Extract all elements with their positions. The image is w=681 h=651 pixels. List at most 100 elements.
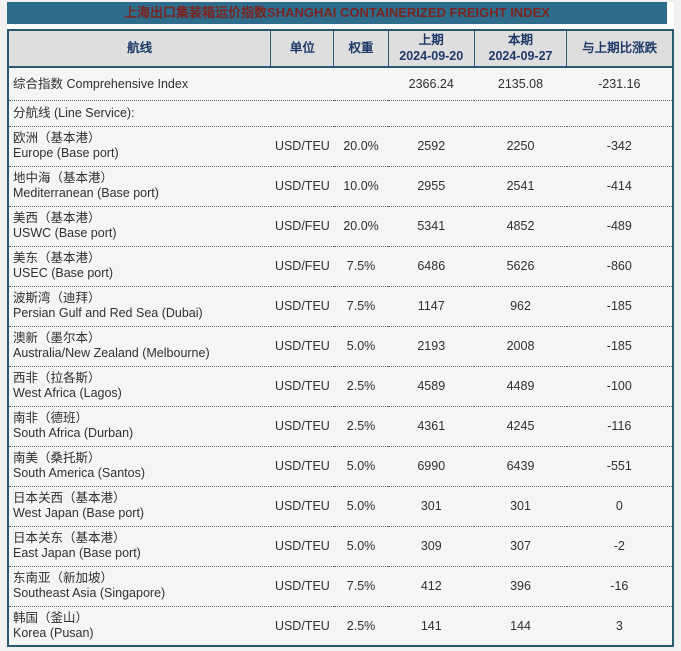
- route-cell: 欧洲（基本港） Europe (Base port): [8, 126, 271, 167]
- change-value-cell: -100: [566, 366, 673, 407]
- prev-value-cell: 5341: [388, 206, 475, 247]
- unit-cell: USD/TEU: [270, 326, 334, 367]
- column-header-current-date: 2024-09-27: [488, 48, 553, 63]
- current-value-cell: 5626: [474, 246, 567, 287]
- table-row: 西非（拉各斯） West Africa (Lagos) USD/TEU 2.5%…: [8, 366, 673, 407]
- route-name-en: USWC (Base port): [13, 226, 117, 241]
- comprehensive-index-label: 综合指数 Comprehensive Index: [8, 67, 271, 101]
- route-name-en: South Africa (Durban): [13, 426, 134, 441]
- change-value-cell: 3: [566, 606, 673, 647]
- current-value-cell: 2250: [474, 126, 567, 167]
- weight-cell: 5.0%: [333, 526, 389, 567]
- prev-value-cell: 2592: [388, 126, 475, 167]
- weight-cell: 20.0%: [333, 126, 389, 167]
- column-header-route-label: 航线: [127, 40, 153, 55]
- current-value-cell: 301: [474, 486, 567, 527]
- change-value-cell: -489: [566, 206, 673, 247]
- change-value-cell: -185: [566, 286, 673, 327]
- route-name-en: Europe (Base port): [13, 146, 119, 161]
- table-row: 美西（基本港） USWC (Base port) USD/FEU 20.0% 5…: [8, 206, 673, 247]
- prev-value-cell: 6990: [388, 446, 475, 487]
- column-header-route: 航线: [8, 30, 272, 69]
- route-name-cn: 日本关东（基本港）: [13, 531, 126, 546]
- route-name-en: South America (Santos): [13, 466, 146, 481]
- route-name-en: Mediterranean (Base port): [13, 186, 159, 201]
- weight-cell: 2.5%: [333, 606, 389, 647]
- change-value-cell: -342: [566, 126, 673, 167]
- prev-value-cell: 6486: [388, 246, 475, 287]
- route-name-en: Persian Gulf and Red Sea (Dubai): [13, 306, 203, 321]
- weight-cell: 5.0%: [333, 446, 389, 487]
- column-header-current-label: 本期: [508, 33, 534, 47]
- prev-value-cell: 141: [388, 606, 475, 647]
- prev-value-cell: 4589: [388, 366, 475, 407]
- route-cell: 西非（拉各斯） West Africa (Lagos): [8, 366, 271, 407]
- line-service-section-row: 分航线 (Line Service):: [8, 100, 673, 127]
- table-row: 澳新（墨尔本） Australia/New Zealand (Melbourne…: [8, 326, 673, 367]
- unit-cell: USD/TEU: [270, 286, 334, 327]
- page-title: 上海出口集装箱运价指数SHANGHAI CONTAINERIZED FREIGH…: [124, 5, 550, 20]
- change-value-cell: 0: [566, 486, 673, 527]
- change-value-cell: -2: [566, 526, 673, 567]
- unit-cell: USD/TEU: [270, 446, 334, 487]
- table-row: 欧洲（基本港） Europe (Base port) USD/TEU 20.0%…: [8, 126, 673, 167]
- column-header-change: 与上期比涨跌: [566, 30, 673, 69]
- change-value-cell: -551: [566, 446, 673, 487]
- column-header-previous: 上期 2024-09-20: [388, 30, 475, 69]
- weight-cell: 10.0%: [333, 166, 389, 207]
- column-header-change-label: 与上期比涨跌: [582, 40, 658, 55]
- unit-cell: USD/TEU: [270, 166, 334, 207]
- current-value-cell: 4852: [474, 206, 567, 247]
- prev-value-cell: 1147: [388, 286, 475, 327]
- route-cell: 澳新（墨尔本） Australia/New Zealand (Melbourne…: [8, 326, 271, 367]
- route-name-en: West Africa (Lagos): [13, 386, 122, 401]
- route-name-en: Korea (Pusan): [13, 626, 94, 640]
- route-cell: 韩国（釜山） Korea (Pusan): [8, 606, 271, 647]
- weight-cell: 7.5%: [333, 286, 389, 327]
- current-value-cell: 396: [474, 566, 567, 607]
- unit-cell: USD/FEU: [270, 206, 334, 247]
- current-value-cell: 6439: [474, 446, 567, 487]
- route-name-cn: 西非（拉各斯）: [13, 371, 101, 386]
- unit-cell: USD/TEU: [270, 526, 334, 567]
- table-row: 南非（德班） South Africa (Durban) USD/TEU 2.5…: [8, 406, 673, 447]
- unit-cell: USD/FEU: [270, 246, 334, 287]
- table-row: 日本关西（基本港） West Japan (Base port) USD/TEU…: [8, 486, 673, 527]
- route-name-cn: 地中海（基本港）: [13, 171, 114, 186]
- table-row: 地中海（基本港） Mediterranean (Base port) USD/T…: [8, 166, 673, 207]
- route-cell: 南美（桑托斯） South America (Santos): [8, 446, 271, 487]
- freight-index-table: 航线 单位 权重 上期 2024-09-20 本期 2024-09-27 与上期: [7, 29, 674, 648]
- column-header-current: 本期 2024-09-27: [474, 30, 568, 69]
- route-name-en: USEC (Base port): [13, 266, 114, 281]
- unit-cell: USD/TEU: [270, 566, 334, 607]
- table-row: 波斯湾（迪拜） Persian Gulf and Red Sea (Dubai)…: [8, 286, 673, 327]
- weight-cell: 7.5%: [333, 246, 389, 287]
- column-header-row: 航线 单位 权重 上期 2024-09-20 本期 2024-09-27 与上期: [8, 30, 673, 69]
- route-cell: 日本关东（基本港） East Japan (Base port): [8, 526, 271, 567]
- current-value-cell: 4489: [474, 366, 567, 407]
- change-value-cell: -16: [566, 566, 673, 607]
- unit-cell: USD/TEU: [270, 406, 334, 447]
- route-name-en: Southeast Asia (Singapore): [13, 586, 166, 601]
- weight-cell: 5.0%: [333, 326, 389, 367]
- prev-value-cell: 4361: [388, 406, 475, 447]
- prev-value-cell: 301: [388, 486, 475, 527]
- route-name-cn: 澳新（墨尔本）: [13, 331, 101, 346]
- route-cell: 东南亚（新加坡） Southeast Asia (Singapore): [8, 566, 271, 607]
- route-name-cn: 日本关西（基本港）: [13, 491, 126, 506]
- route-name-cn: 美西（基本港）: [13, 211, 101, 226]
- prev-value-cell: 2193: [388, 326, 475, 367]
- route-cell: 日本关西（基本港） West Japan (Base port): [8, 486, 271, 527]
- route-name-cn: 东南亚（新加坡）: [13, 571, 114, 586]
- prev-value-cell: 412: [388, 566, 475, 607]
- change-value-cell: -185: [566, 326, 673, 367]
- route-name-en: East Japan (Base port): [13, 546, 141, 561]
- route-name-cn: 美东（基本港）: [13, 251, 101, 266]
- unit-cell: USD/TEU: [270, 606, 334, 647]
- unit-cell: USD/TEU: [270, 126, 334, 167]
- prev-value-cell: 309: [388, 526, 475, 567]
- content-panel: 上海出口集装箱运价指数SHANGHAI CONTAINERIZED FREIGH…: [7, 2, 674, 648]
- route-name-en: West Japan (Base port): [13, 506, 145, 521]
- route-name-cn: 波斯湾（迪拜）: [13, 291, 101, 306]
- column-header-previous-date: 2024-09-20: [399, 48, 464, 63]
